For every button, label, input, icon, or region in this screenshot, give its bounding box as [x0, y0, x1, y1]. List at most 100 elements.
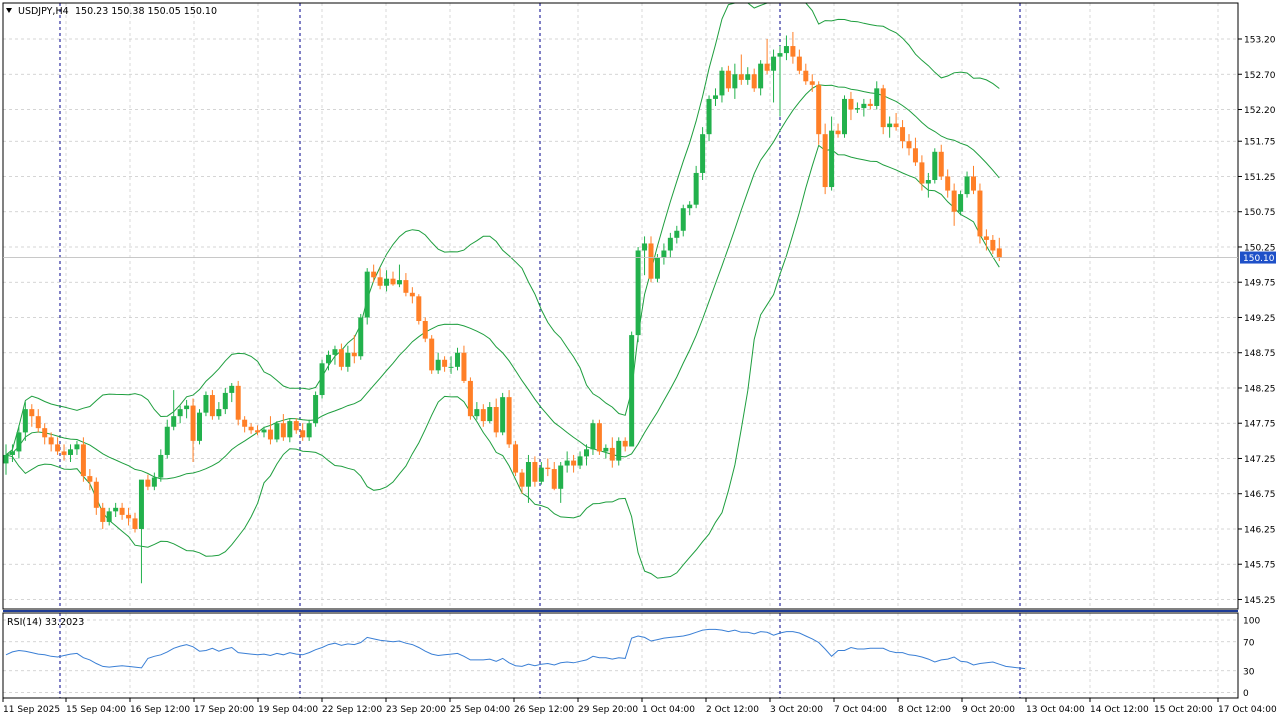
candle: [648, 236, 654, 283]
candle-body: [390, 278, 396, 285]
candle-body: [177, 409, 183, 417]
candle-body: [538, 467, 544, 482]
candle-body: [197, 412, 202, 441]
candle-body: [126, 514, 132, 519]
price-tick-label: 150.25: [1244, 243, 1276, 253]
candle-body: [822, 134, 828, 188]
candle: [906, 134, 912, 156]
candle: [861, 98, 867, 117]
candle: [693, 165, 699, 209]
candle: [667, 232, 673, 258]
candle: [919, 155, 925, 191]
candle-body: [158, 454, 164, 478]
candle: [584, 444, 589, 466]
candle: [235, 380, 241, 426]
candle-body: [816, 84, 822, 135]
candle-body: [551, 469, 557, 489]
candle: [577, 451, 583, 470]
candle: [725, 65, 731, 92]
candle-body: [371, 271, 377, 278]
candle: [145, 474, 151, 491]
candles: [3, 31, 1002, 584]
candle: [609, 437, 615, 468]
candle-body: [874, 88, 880, 106]
candle: [287, 418, 293, 443]
candle-body: [306, 423, 312, 438]
candle: [706, 95, 712, 142]
candle-body: [448, 366, 454, 368]
candle-body: [725, 70, 731, 89]
candle-body: [745, 74, 751, 80]
candle-body: [16, 432, 22, 452]
candle-body: [912, 148, 918, 163]
candle-body: [622, 440, 628, 447]
candle-body: [313, 395, 319, 424]
candle: [358, 313, 364, 360]
candle-body: [506, 397, 512, 445]
candle-body: [422, 321, 428, 339]
candle-body: [145, 479, 151, 487]
candle: [751, 68, 757, 92]
candle-body: [809, 81, 815, 85]
candle: [932, 148, 938, 184]
candle: [48, 432, 54, 452]
candle: [390, 271, 396, 286]
candle-body: [558, 465, 564, 489]
candle: [867, 98, 873, 110]
candle: [313, 391, 319, 427]
candle: [525, 454, 531, 503]
candle-body: [461, 352, 467, 381]
candle: [816, 81, 822, 145]
candle: [700, 127, 706, 180]
candle-body: [332, 349, 338, 355]
candle-body: [442, 359, 448, 367]
price-tick-label: 147.25: [1244, 455, 1276, 465]
candle: [351, 335, 357, 364]
candle-body: [977, 190, 983, 237]
candle-body: [958, 194, 964, 212]
candle-body: [80, 444, 86, 477]
candle-body: [29, 409, 35, 417]
candle-body: [384, 278, 390, 286]
candle: [854, 102, 860, 114]
candle: [758, 60, 764, 96]
candle: [87, 469, 93, 491]
candle-body: [216, 409, 222, 417]
grid: [2, 3, 1238, 698]
candle: [442, 356, 448, 372]
candle: [280, 414, 286, 441]
candle-body: [300, 430, 306, 438]
candle-body: [113, 507, 119, 512]
candle-body: [564, 460, 570, 466]
candle-body: [93, 481, 99, 508]
current-price-label: 150.10: [1243, 254, 1275, 264]
current-price-badge: [1240, 251, 1276, 264]
candle-body: [674, 230, 680, 238]
candle-body: [738, 74, 744, 80]
price-tick-label: 145.75: [1244, 561, 1276, 571]
price-tick-label: 152.20: [1244, 106, 1276, 116]
candle-body: [164, 426, 170, 455]
candle: [519, 469, 525, 494]
candle: [777, 46, 783, 117]
candle: [22, 402, 28, 441]
candle-body: [667, 237, 673, 251]
candle-body: [661, 250, 667, 258]
candle-body: [835, 130, 841, 135]
collapse-arrow-icon[interactable]: [6, 8, 12, 13]
candle: [435, 352, 441, 374]
candle-body: [319, 363, 325, 396]
candle: [738, 54, 744, 85]
price-tick-label: 149.25: [1244, 314, 1276, 324]
time-tick-label: 15 Oct 20:00: [1154, 705, 1213, 715]
candle-body: [764, 63, 770, 71]
candle: [571, 454, 577, 473]
candle: [106, 507, 112, 526]
rsi-indicator: [5, 628, 1026, 670]
bollinger-upper-band: [5, 2, 1000, 456]
candle: [364, 268, 370, 325]
candle: [842, 95, 847, 138]
candle-body: [487, 407, 493, 422]
candle: [229, 383, 235, 403]
